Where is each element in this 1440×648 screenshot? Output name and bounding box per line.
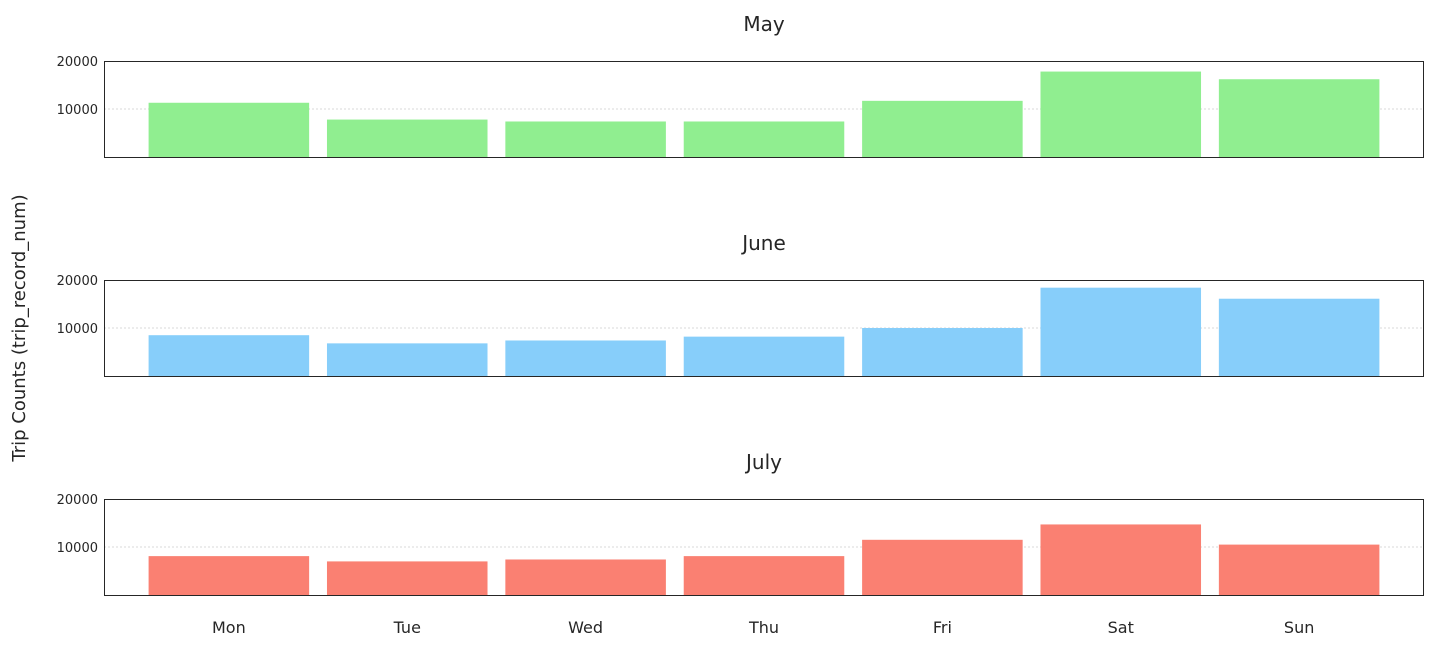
y-tick-label: 20000 [57,274,98,289]
panel-title: June [740,231,786,255]
bar-sat [1040,287,1202,376]
bar-mon [148,102,310,157]
bar-wed [505,121,666,157]
x-tick-label: Thu [748,618,779,637]
x-tick-label: Mon [212,618,246,637]
bar-sun [1218,544,1380,595]
panel-may: May 10000 20000 [57,12,1424,158]
bar-fri [862,328,1023,376]
panel-june: June 10000 20000 [57,231,1424,377]
axes-frame [104,280,1424,377]
bar-sun [1218,79,1380,157]
bar-thu [683,556,845,595]
panel-title: May [743,12,785,36]
axes-frame [104,499,1424,596]
bar-mon [148,556,310,595]
bar-tue [326,561,488,595]
y-tick-label: 20000 [57,55,98,70]
y-tick-label: 20000 [57,493,98,508]
bar-mon [148,335,310,376]
x-tick-label: Sun [1284,618,1314,637]
axes-frame [104,61,1424,158]
bar-sun [1218,298,1380,376]
x-tick-label: Sat [1108,618,1134,637]
bar-wed [505,559,666,595]
y-axis-label: Trip Counts (trip_record_num) [9,194,30,462]
panel-july: July 10000 20000 Mon Tue Wed Thu Fri Sat Sun [57,450,1424,637]
panel-title: July [744,450,782,474]
bar-tue [326,119,488,157]
bar-thu [683,121,845,157]
bar-thu [683,336,845,376]
panels-layer: May 10000 20000 June 10000 20000 July 10000 2000… [57,12,1424,637]
bar-sat [1040,524,1202,595]
bar-fri [862,539,1023,595]
y-tick-label: 10000 [57,541,98,556]
bar-tue [326,343,488,376]
y-tick-label: 10000 [57,322,98,337]
x-tick-label: Wed [568,618,603,637]
bar-wed [505,340,666,376]
x-tick-label: Tue [393,618,421,637]
x-tick-label: Fri [933,618,952,637]
y-tick-label: 10000 [57,103,98,118]
bar-fri [862,100,1023,157]
bar-sat [1040,71,1202,157]
